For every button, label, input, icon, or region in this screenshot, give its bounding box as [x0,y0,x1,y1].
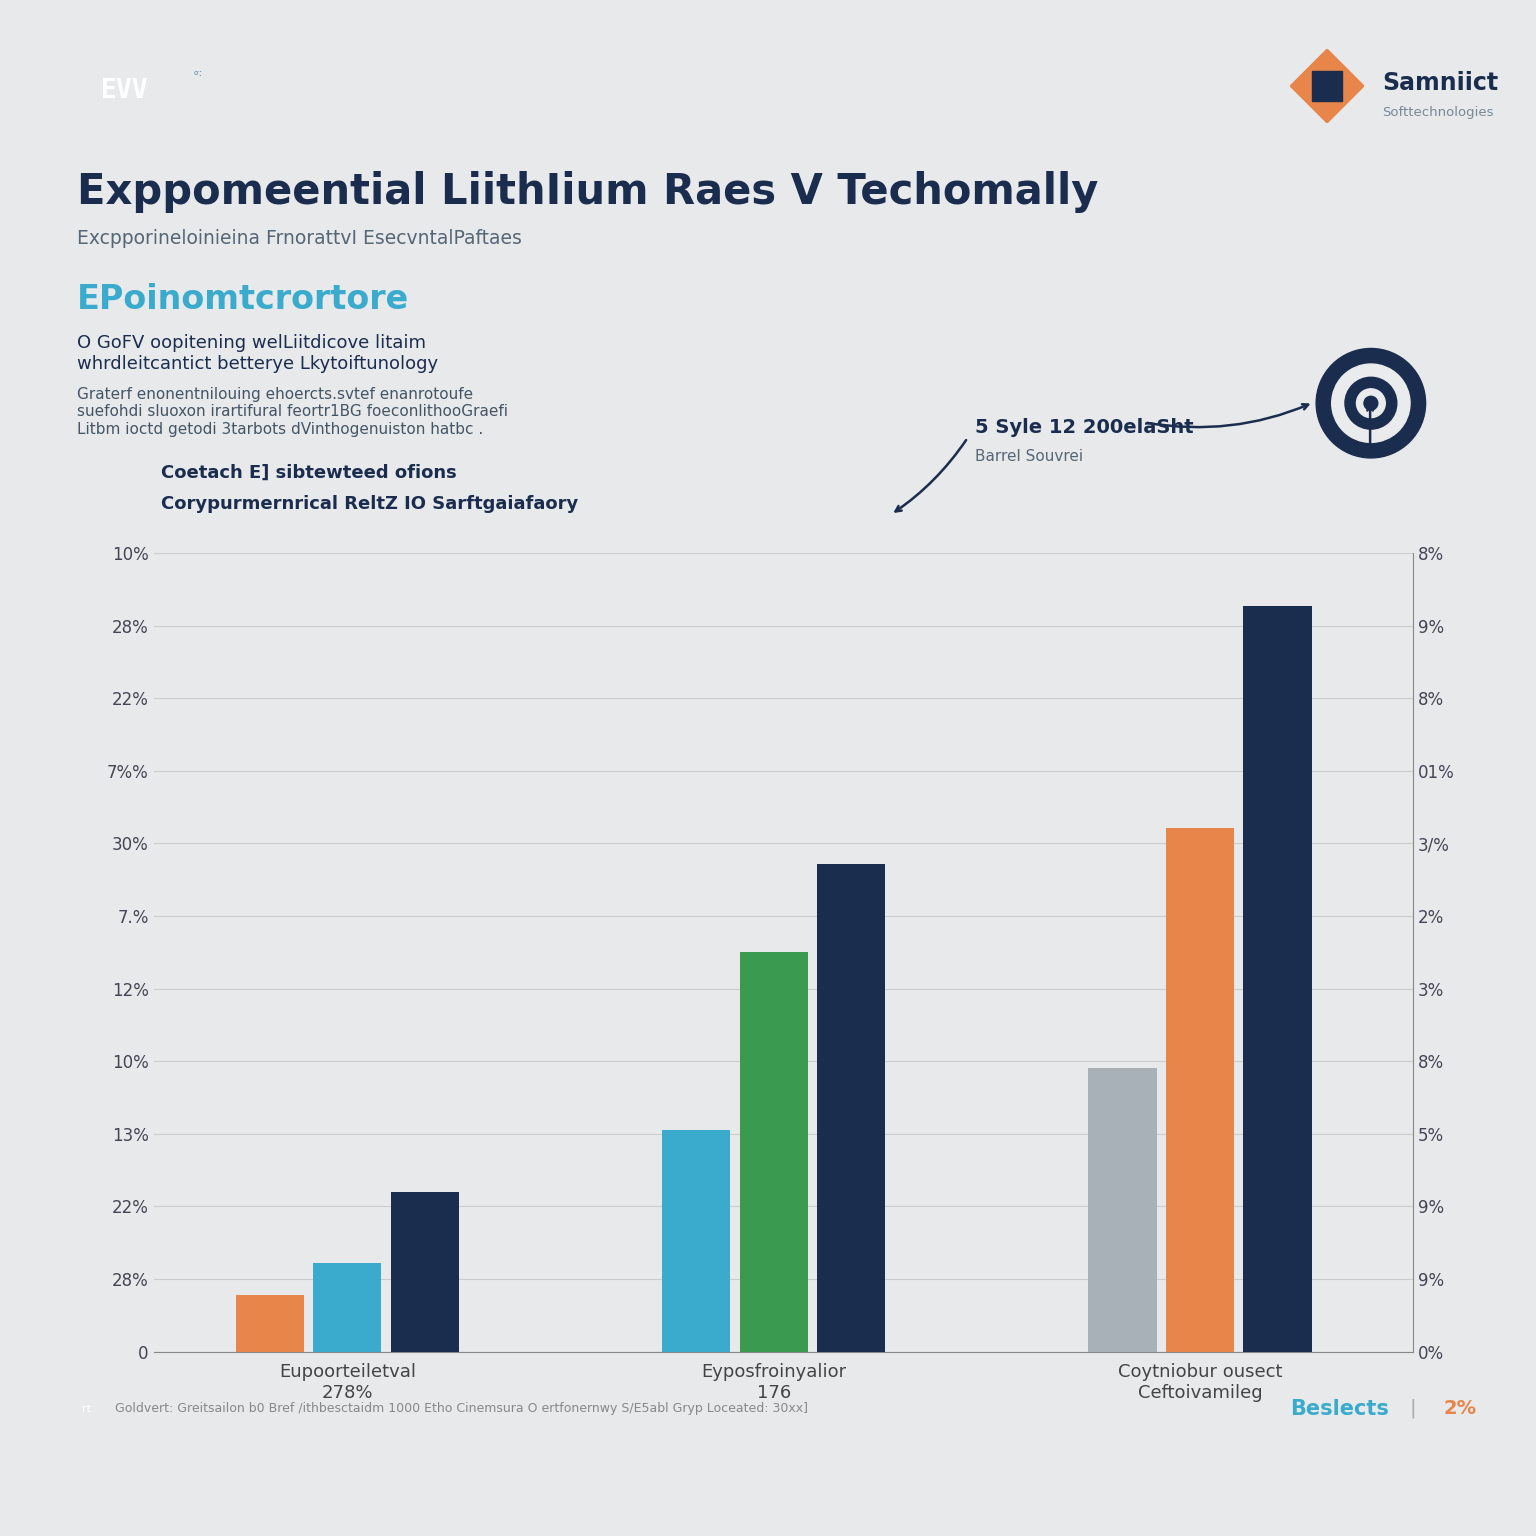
Text: Beslects: Beslects [1290,1398,1389,1419]
Bar [662,1130,730,1352]
Text: Coetach E] sibtewteed ofions: Coetach E] sibtewteed ofions [161,464,458,482]
Polygon shape [1290,49,1364,123]
Bar [390,1192,459,1352]
Text: 5 Syle 12 200elaSht: 5 Syle 12 200elaSht [975,418,1193,436]
Bar [739,952,808,1352]
Text: Exppomeential LiithIium Raes V Techomally: Exppomeential LiithIium Raes V Techomall… [77,170,1098,214]
Text: 2%: 2% [1444,1399,1478,1418]
Circle shape [1356,389,1385,418]
Text: Graterf enonentnilouing ehoercts.svtef enanrotoufe
suefohdi sluoxon irartifural : Graterf enonentnilouing ehoercts.svtef e… [77,387,508,436]
Text: °·̈: °·̈ [194,71,203,83]
Text: Excpporineloinieina FrnorattvI EsecvntalPaftaes: Excpporineloinieina FrnorattvI Esecvntal… [77,229,522,247]
Bar [1243,607,1312,1352]
Polygon shape [1312,71,1342,101]
Bar [235,1295,304,1352]
Circle shape [1332,364,1410,442]
Text: EPoinomtcrortore: EPoinomtcrortore [77,283,409,316]
Text: O GoFV oopitening welLiitdicove litaim
whrdleitcantict betterye Lkytoiftunology: O GoFV oopitening welLiitdicove litaim w… [77,333,438,373]
Text: Barrel Souvrei: Barrel Souvrei [975,449,1083,464]
Bar [1166,828,1233,1352]
Circle shape [1364,396,1378,410]
Bar [817,863,885,1352]
Text: Goldvert: Greitsailon b0 Bref /ithbesctaidm 1000 Etho Cinemsura O ertfonernwy S/: Goldvert: Greitsailon b0 Bref /ithbescta… [115,1402,808,1415]
Bar [1089,1068,1157,1352]
Text: Samniict: Samniict [1382,71,1499,95]
Circle shape [1346,378,1396,429]
Text: EVV: EVV [101,78,149,103]
Bar [313,1263,381,1352]
Text: Softtechnologies: Softtechnologies [1382,106,1495,118]
Text: rt: rt [81,1404,91,1413]
Circle shape [1316,349,1425,458]
Text: |: | [1410,1399,1416,1418]
Text: Corypurmernrical ReltZ IO Sarftgaiafaory: Corypurmernrical ReltZ IO Sarftgaiafaory [161,495,579,513]
